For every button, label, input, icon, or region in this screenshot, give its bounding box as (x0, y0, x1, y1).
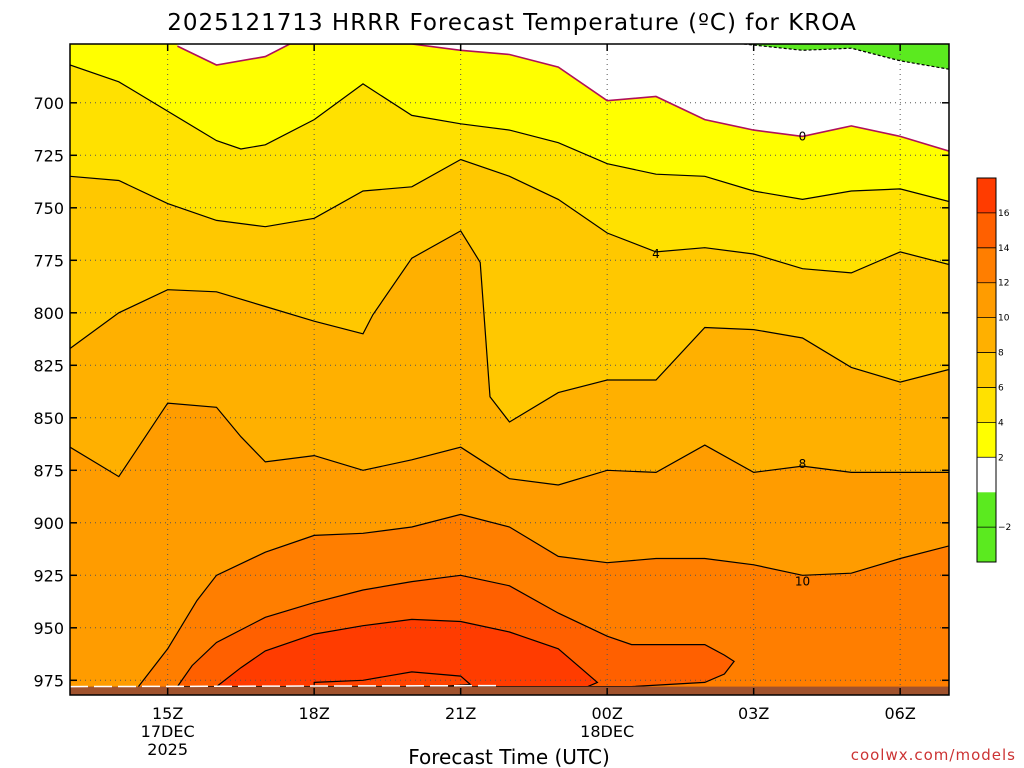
contour-line--2 (743, 44, 949, 70)
colorbar-segment (977, 212, 996, 248)
colorbar-segment (977, 387, 996, 423)
y-tick-label: 850 (33, 409, 64, 428)
colorbar-segment (977, 247, 996, 283)
plot-frame (69, 43, 950, 696)
x-tick-label: 18DEC (580, 722, 634, 741)
x-tick-label: 21Z (445, 704, 476, 723)
colorbar: −2 2 4 6 8 10 12 14 16 (976, 177, 1011, 563)
contour-label: 8 (799, 457, 807, 471)
y-tick-label: 775 (33, 251, 64, 270)
y-tick-label: 975 (33, 671, 64, 690)
contour-label: 0 (799, 129, 807, 143)
colorbar-segment (977, 317, 996, 353)
y-tick-label: 700 (33, 94, 64, 113)
contour-label: 4 (652, 247, 660, 261)
contour-label: 10 (795, 575, 810, 589)
band-14-16 (216, 619, 598, 689)
colorbar-segment (977, 178, 996, 213)
colorbar-frame (976, 177, 997, 563)
colorbar-label: 8 (998, 349, 1004, 359)
colorbar-label: −2 (998, 523, 1011, 533)
colorbar-label: 14 (998, 244, 1010, 254)
chart-title: 2025121713 HRRR Forecast Temperature (ºC… (167, 10, 856, 36)
contour-line-2 (70, 64, 949, 203)
y-tick-label: 750 (33, 199, 64, 218)
colorbar-label: 4 (998, 418, 1004, 428)
credit-text[interactable]: coolwx.com/models (851, 746, 1016, 764)
contour-line-6 (70, 230, 949, 423)
y-tick-label: 900 (33, 514, 64, 533)
x-tick-label: 18Z (299, 704, 330, 723)
colorbar-label: 10 (998, 314, 1010, 324)
x-tick-label: 2025 (147, 740, 188, 759)
colorbar-segment (977, 352, 996, 388)
x-axis-label: Forecast Time (UTC) (408, 745, 610, 768)
band-16-18 (314, 671, 471, 689)
colorbar-segment (977, 422, 996, 458)
x-tick-label: 06Z (885, 704, 916, 723)
contour-line-4 (70, 158, 949, 274)
colorbar-segment (977, 492, 996, 528)
colorbar-segment (977, 457, 996, 493)
y-tick-label: 825 (33, 356, 64, 375)
y-tick-label: 725 (33, 146, 64, 165)
colorbar-label: 6 (998, 383, 1004, 393)
y-tick-label: 875 (33, 461, 64, 480)
band-neg2-0 (177, 44, 949, 152)
y-tick-label: 925 (33, 566, 64, 585)
x-tick-label: 15Z (152, 704, 183, 723)
y-tick-label: 800 (33, 304, 64, 323)
contour-line-0 (177, 44, 949, 152)
x-tick-label: 03Z (738, 704, 769, 723)
colorbar-segment (977, 282, 996, 318)
colorbar-label: 16 (998, 209, 1010, 219)
contour-line-8 (70, 402, 949, 486)
x-tick-label: 17DEC (141, 722, 195, 741)
colorbar-label: 2 (998, 453, 1004, 463)
x-tick-label: 00Z (592, 704, 623, 723)
terrain (70, 686, 949, 695)
contour-line-10 (137, 513, 949, 687)
y-axis-ticks: 700 725 750 775 800 825 850 875 900 925 950 975 (33, 94, 949, 690)
contour-line-12 (176, 574, 735, 688)
band-below-neg2 (743, 44, 949, 70)
y-tick-label: 950 (33, 619, 64, 638)
colorbar-label: 12 (998, 279, 1009, 289)
plot-area: 0 4 8 10 (69, 43, 950, 696)
colorbar-segment (977, 527, 996, 562)
